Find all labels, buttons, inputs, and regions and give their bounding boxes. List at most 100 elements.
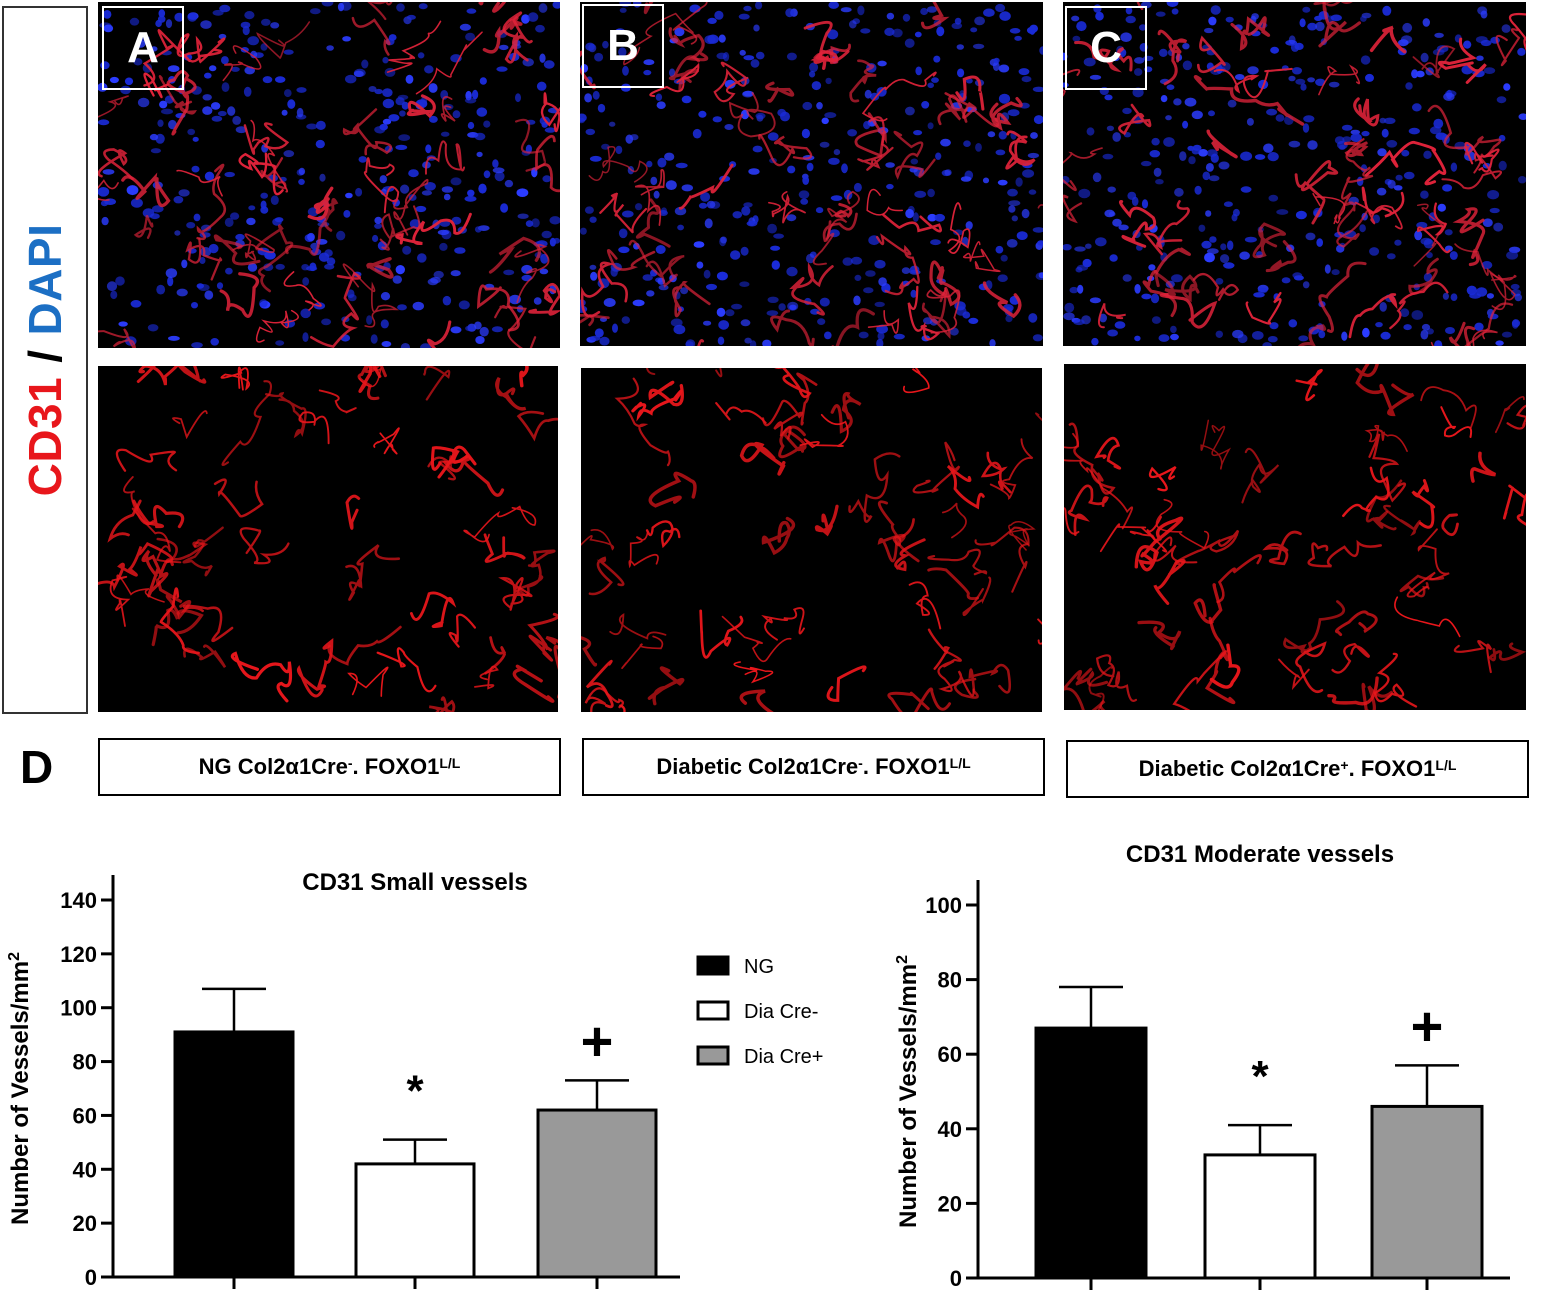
nucleus-dot	[675, 162, 688, 169]
vessel-stroke	[1153, 536, 1198, 564]
nucleus-dot	[1028, 313, 1038, 323]
nucleus-dot	[552, 2, 560, 9]
nucleus-dot	[336, 230, 346, 241]
vessel-stroke	[345, 544, 401, 601]
nucleus-dot	[1300, 83, 1307, 91]
nucleus-dot	[965, 221, 973, 230]
vessel-stroke	[866, 188, 903, 216]
nucleus-dot	[1033, 115, 1043, 125]
nucleus-dot	[433, 270, 444, 279]
nucleus-dot	[208, 243, 219, 254]
nucleus-dot	[927, 82, 934, 89]
nucleus-dot	[366, 315, 373, 325]
vessel-stroke	[980, 451, 1012, 494]
nucleus-dot	[260, 200, 267, 210]
nucleus-dot	[1360, 55, 1371, 65]
nucleus-dot	[864, 89, 872, 99]
vessel-stroke	[494, 304, 537, 348]
vessel-stroke	[867, 310, 900, 334]
nucleus-dot	[120, 85, 131, 95]
vessel-stroke	[1063, 147, 1103, 164]
nucleus-dot	[353, 70, 364, 78]
nucleus-dot	[1198, 224, 1206, 232]
nucleus-dot	[1247, 66, 1259, 75]
nucleus-dot	[247, 36, 259, 46]
nucleus-dot	[429, 115, 438, 123]
nucleus-dot	[374, 216, 383, 224]
nucleus-dot	[681, 95, 692, 104]
vessel-stroke	[540, 92, 560, 133]
nucleus-dot	[680, 287, 689, 295]
nucleus-dot	[270, 195, 279, 205]
vessel-stroke	[123, 476, 182, 564]
vessel-stroke	[393, 178, 429, 236]
nucleus-dot	[1496, 96, 1507, 104]
nucleus-dot	[646, 290, 655, 297]
nucleus-dot	[1307, 140, 1318, 150]
nucleus-dot	[1381, 128, 1389, 138]
nucleus-dot	[345, 74, 357, 84]
nucleus-dot	[1155, 11, 1166, 17]
nucleus-dot	[1122, 107, 1132, 115]
micrograph-a-merged: A	[98, 2, 560, 348]
vessel-stroke	[1094, 436, 1122, 470]
vessel-stroke	[599, 192, 648, 234]
nucleus-dot	[1402, 22, 1413, 33]
nucleus-dot	[1000, 254, 1008, 262]
micrograph-texture	[1063, 2, 1526, 346]
nucleus-dot	[1099, 313, 1107, 323]
vessel-stroke	[239, 527, 290, 565]
nucleus-dot	[1463, 40, 1472, 49]
nucleus-dot	[1361, 130, 1370, 137]
nucleus-dot	[936, 26, 945, 37]
vessel-stroke	[1088, 666, 1113, 710]
vessel-stroke	[1369, 25, 1407, 54]
nucleus-dot	[817, 318, 826, 325]
nucleus-dot	[1039, 46, 1043, 55]
vessel-stroke	[1295, 641, 1327, 693]
chart-title: CD31 Small vessels	[302, 869, 527, 896]
vessel-stroke	[448, 613, 476, 648]
nucleus-dot	[1234, 74, 1245, 80]
nucleus-dot	[1302, 6, 1311, 13]
vessel-stroke	[774, 368, 812, 399]
vessel-stroke	[1464, 302, 1514, 346]
vessel-stroke	[634, 169, 665, 226]
nucleus-dot	[767, 223, 777, 234]
nucleus-dot	[1344, 230, 1357, 239]
vessel-stroke	[260, 157, 287, 190]
nucleus-dot	[1270, 46, 1279, 54]
nucleus-dot	[1210, 153, 1219, 163]
nucleus-dot	[1165, 115, 1172, 121]
nucleus-dot	[1015, 177, 1023, 187]
nucleus-dot	[1220, 254, 1230, 264]
vessel-stroke	[1230, 16, 1271, 52]
vessel-stroke	[142, 29, 223, 87]
nucleus-dot	[1240, 186, 1252, 193]
vessel-stroke	[342, 108, 393, 156]
nucleus-dot	[704, 35, 716, 45]
nucleus-dot	[348, 294, 357, 302]
nucleus-dot	[395, 265, 405, 275]
vessel-stroke	[1331, 642, 1370, 674]
nucleus-dot	[716, 271, 728, 281]
nucleus-dot	[983, 8, 995, 17]
nucleus-dot	[1501, 331, 1513, 338]
vessel-stroke	[1494, 396, 1525, 434]
y-tick-label: 40	[938, 1117, 962, 1142]
vessel-stroke	[358, 366, 382, 394]
legend-dia-cre-minus-label: Dia Cre-	[744, 1001, 818, 1023]
vessel-stroke	[386, 20, 442, 73]
vessel-stroke	[989, 438, 1034, 500]
nucleus-dot	[498, 44, 509, 51]
nucleus-dot	[516, 188, 529, 197]
nucleus-dot	[374, 126, 386, 134]
nucleus-dot	[1032, 86, 1043, 92]
nucleus-dot	[161, 108, 173, 115]
vessel-stroke	[1406, 528, 1450, 598]
vessel-stroke	[609, 613, 667, 640]
nucleus-dot	[118, 321, 128, 327]
nucleus-dot	[910, 158, 919, 165]
nucleus-dot	[442, 295, 452, 306]
nucleus-dot	[1089, 297, 1101, 304]
